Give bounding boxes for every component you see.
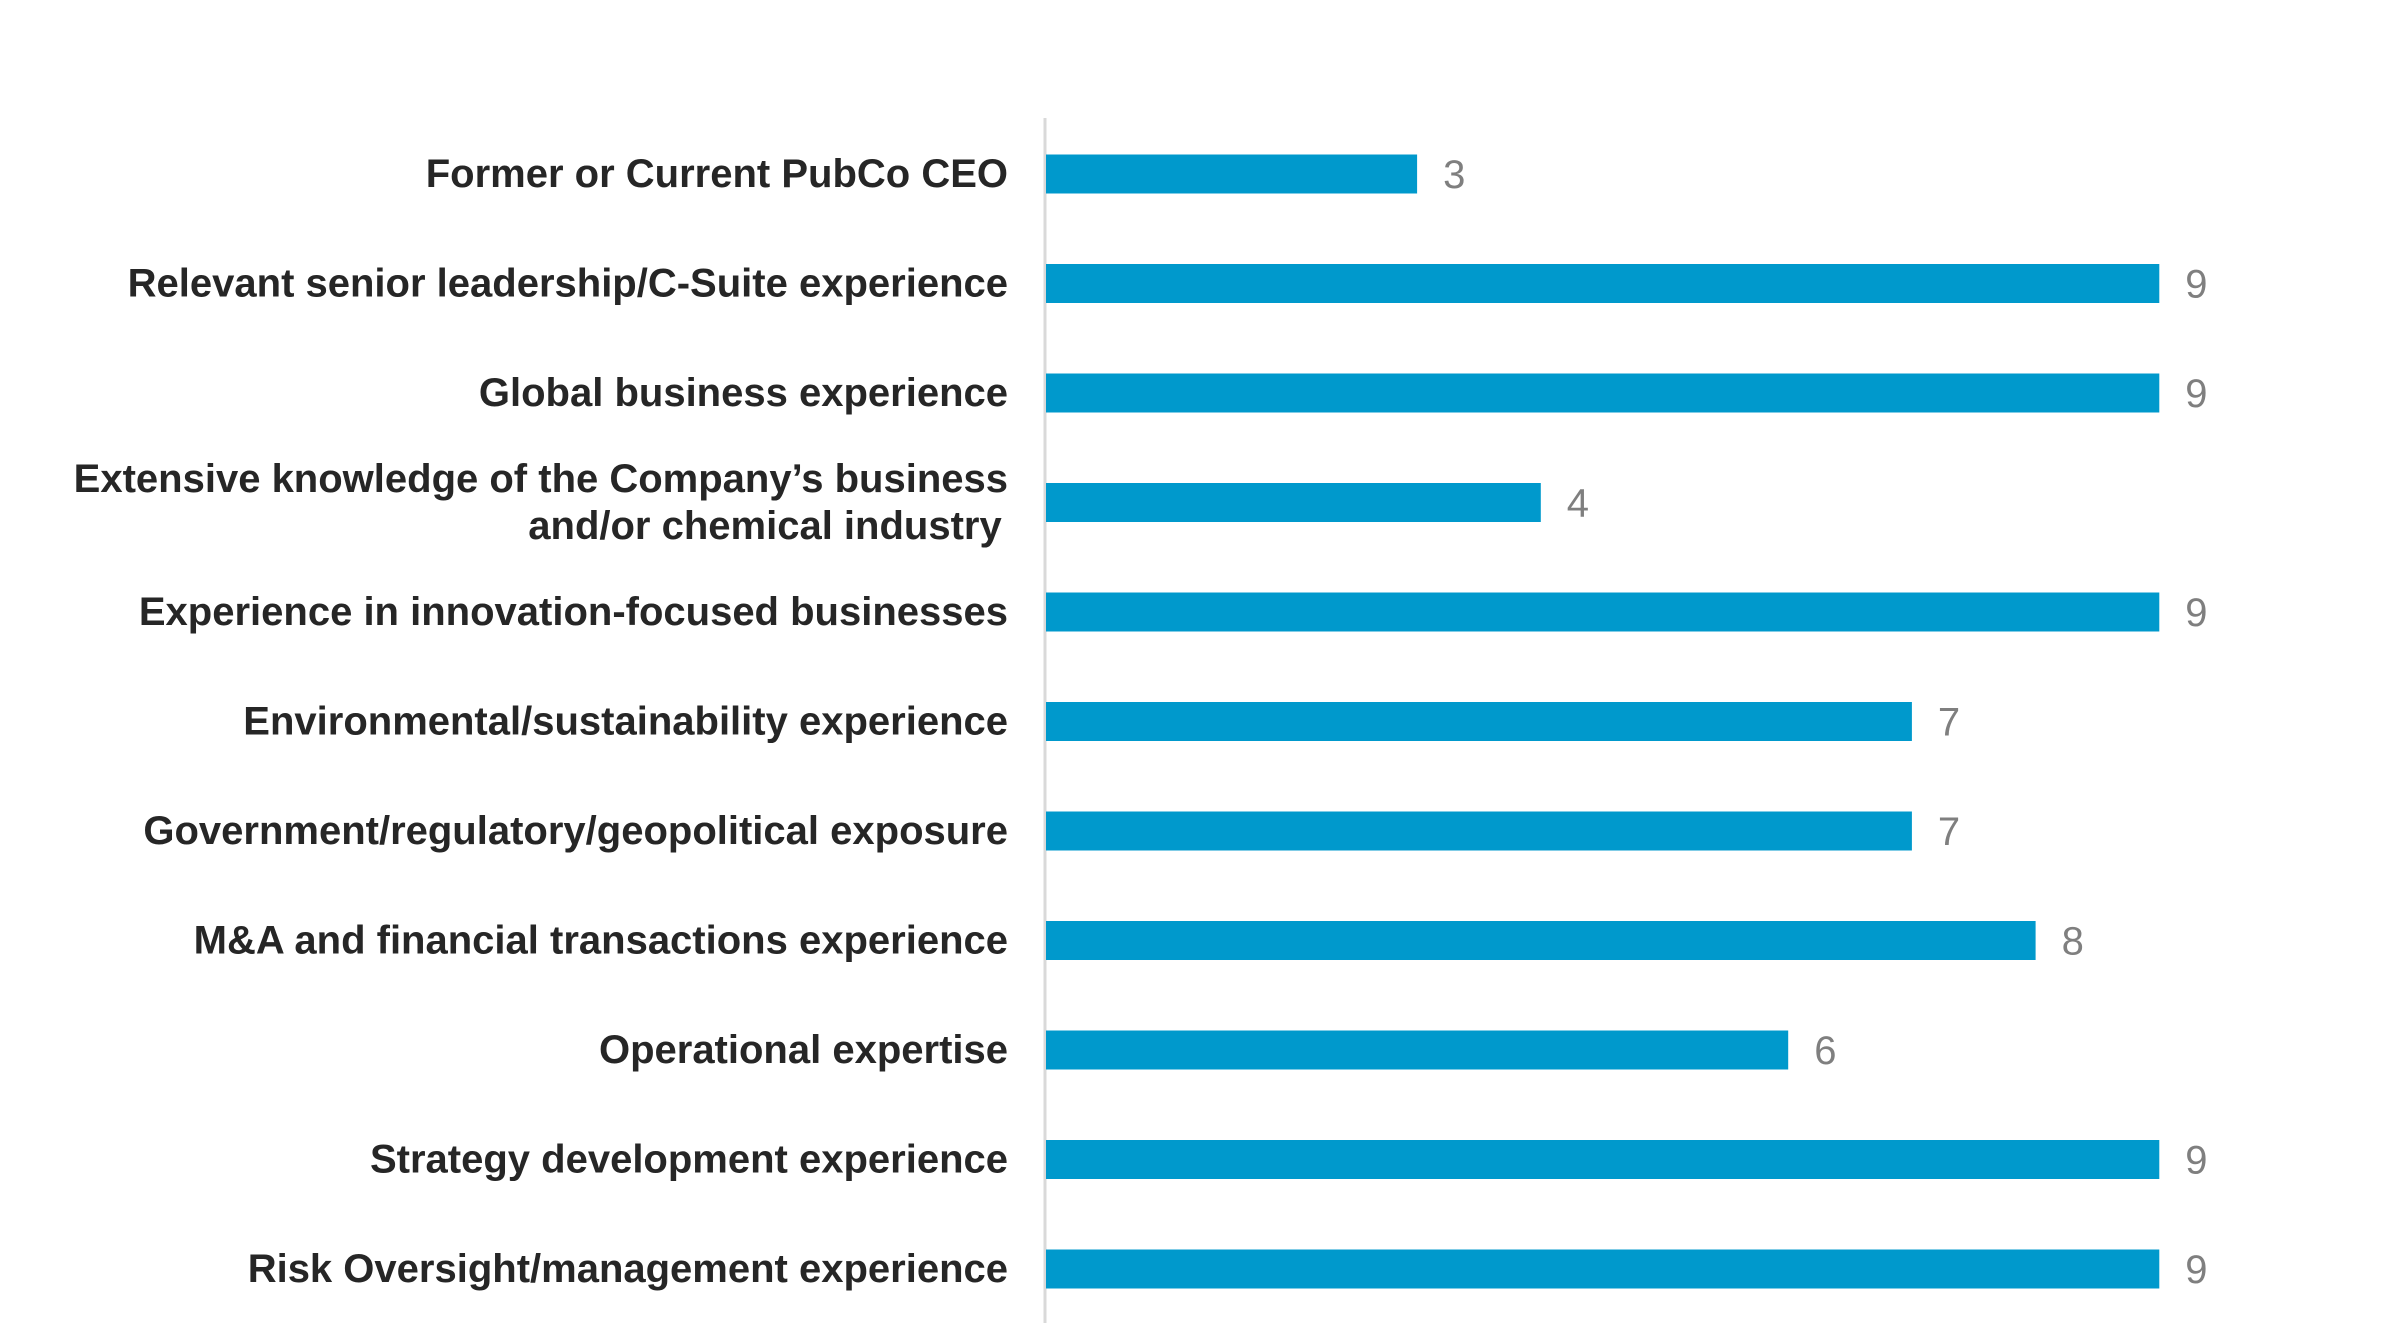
value-label-experience-in-innovation-focused-businesses: 9	[2185, 591, 2207, 635]
bar-operational-expertise	[1046, 1030, 1789, 1070]
bars-layer	[1046, 154, 2160, 1289]
value-label-relevant-senior-leadership-c-suite-experience: 9	[2185, 263, 2207, 307]
category-label-m-a-and-financial-transactions-experience: M&A and financial transactions experienc…	[194, 919, 1008, 963]
bar-former-or-current-pubco-ceo	[1046, 154, 1418, 194]
category-label-government-regulatory-geopolitical-exposure: Government/regulatory/geopolitical expos…	[143, 809, 1008, 853]
value-label-environmental-sustainability-experience: 7	[1938, 701, 1960, 745]
value-label-operational-expertise: 6	[1814, 1029, 1836, 1073]
bar-risk-oversight-management-experience	[1046, 1249, 2160, 1289]
category-label-risk-oversight-management-experience: Risk Oversight/management experience	[248, 1247, 1008, 1291]
value-label-extensive-knowledge-of-the-company-s-business-and-or-chemical-industry: 4	[1567, 482, 1589, 526]
category-label-relevant-senior-leadership-c-suite-experience: Relevant senior leadership/C-Suite exper…	[128, 262, 1008, 306]
value-label-government-regulatory-geopolitical-exposure: 7	[1938, 810, 1960, 854]
value-label-strategy-development-experience: 9	[2185, 1139, 2207, 1183]
category-label-experience-in-innovation-focused-businesses: Experience in innovation-focused busines…	[139, 590, 1008, 634]
bar-environmental-sustainability-experience	[1046, 702, 1912, 741]
bar-government-regulatory-geopolitical-exposure	[1046, 811, 1912, 851]
category-labels: Former or Current PubCo CEO Relevant seni…	[74, 152, 1008, 1291]
bar-relevant-senior-leadership-c-suite-experience	[1046, 264, 2160, 303]
category-label-operational-expertise: Operational expertise	[599, 1028, 1008, 1072]
category-label-global-business-experience: Global business experience	[479, 371, 1008, 415]
value-label-global-business-experience: 9	[2185, 372, 2207, 416]
value-label-former-or-current-pubco-ceo: 3	[1443, 153, 1465, 197]
value-label-risk-oversight-management-experience: 9	[2185, 1248, 2207, 1292]
bar-m-a-and-financial-transactions-experience	[1046, 921, 2036, 960]
bar-extensive-knowledge-of-the-company-s-business-and-or-chemical-industry	[1046, 483, 1541, 522]
category-label-environmental-sustainability-experience: Environmental/sustainability experience	[243, 700, 1008, 744]
bar-experience-in-innovation-focused-businesses	[1046, 592, 2160, 632]
category-label-extensive-knowledge-of-the-company-s-business-and-or-chemical-industry-line-1: Extensive knowledge of the Company’s bus…	[74, 457, 1008, 501]
bar-strategy-development-experience	[1046, 1140, 2160, 1179]
category-label-extensive-knowledge-of-the-company-s-business-and-or-chemical-industry-line-2: and/or chemical industry	[528, 504, 1002, 548]
category-label-strategy-development-experience: Strategy development experience	[370, 1138, 1008, 1182]
bar-global-business-experience	[1046, 373, 2160, 413]
category-label-former-or-current-pubco-ceo: Former or Current PubCo CEO	[426, 152, 1008, 196]
value-labels: 3 9 9 4 9 7 7 8 6 9 9	[1443, 153, 2207, 1292]
value-label-m-a-and-financial-transactions-experience: 8	[2062, 920, 2084, 964]
